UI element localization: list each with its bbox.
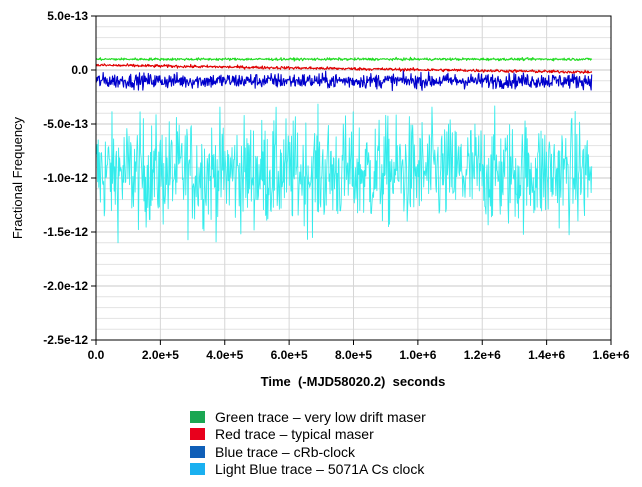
- x-tick-label: 1.2e+6: [464, 348, 501, 362]
- series-line-3: [95, 63, 593, 74]
- legend: Green trace – very low drift maser Red t…: [190, 408, 426, 478]
- y-tick-label: -1.5e-12: [43, 225, 88, 239]
- legend-label-light-blue: Light Blue trace – 5071A Cs clock: [215, 461, 425, 478]
- x-tick-label: 4.0e+5: [206, 348, 243, 362]
- y-axis-title: Fractional Frequency: [10, 116, 25, 239]
- legend-item-green: Green trace – very low drift maser: [190, 408, 426, 426]
- legend-label-green: Green trace – very low drift maser: [215, 408, 426, 425]
- legend-swatch-green: [190, 410, 205, 423]
- chart: 0.0 2.0e+5 4.0e+5 6.0e+5 8.0e+5 1.0e+6 1.2e+6 1…: [10, 9, 630, 389]
- legend-item-red: Red trace – typical maser: [190, 426, 426, 444]
- y-tick-label: 0.0: [71, 63, 88, 77]
- x-tick-label: 8.0e+5: [335, 348, 372, 362]
- x-tick-label: 1.4e+6: [528, 348, 565, 362]
- y-tick-label: -2.0e-12: [43, 279, 88, 293]
- legend-label-red: Red trace – typical maser: [215, 426, 374, 443]
- y-axis: 5.0e-13 0.0 -5.0e-13 -1.0e-12 -1.5e-12 -2.0e-…: [43, 9, 96, 347]
- x-axis: 0.0 2.0e+5 4.0e+5 6.0e+5 8.0e+5 1.0e+6 1.2e+6 1…: [88, 340, 630, 362]
- y-tick-label: 5.0e-13: [47, 9, 88, 23]
- series-line-4: [95, 56, 593, 62]
- legend-swatch-blue: [190, 445, 205, 458]
- series-layer: [95, 56, 593, 244]
- x-tick-label: 6.0e+5: [271, 348, 308, 362]
- x-tick-label: 1.6e+6: [592, 348, 629, 362]
- legend-swatch-red: [190, 428, 205, 441]
- legend-label-blue: Blue trace – cRb-clock: [215, 443, 356, 460]
- legend-swatch-light-blue: [190, 463, 205, 476]
- series-line-2: [95, 69, 593, 92]
- y-tick-label: -1.0e-12: [43, 171, 88, 185]
- x-tick-label: 0.0: [88, 348, 105, 362]
- legend-item-blue: Blue trace – cRb-clock: [190, 443, 426, 461]
- series-line-1: [95, 103, 593, 244]
- x-tick-label: 2.0e+5: [142, 348, 179, 362]
- legend-item-light-blue: Light Blue trace – 5071A Cs clock: [190, 461, 426, 479]
- y-tick-label: -2.5e-12: [43, 333, 88, 347]
- x-tick-label: 1.0e+6: [399, 348, 436, 362]
- y-tick-label: -5.0e-13: [43, 117, 88, 131]
- x-axis-title: Time (-MJD58020.2) seconds: [261, 374, 446, 389]
